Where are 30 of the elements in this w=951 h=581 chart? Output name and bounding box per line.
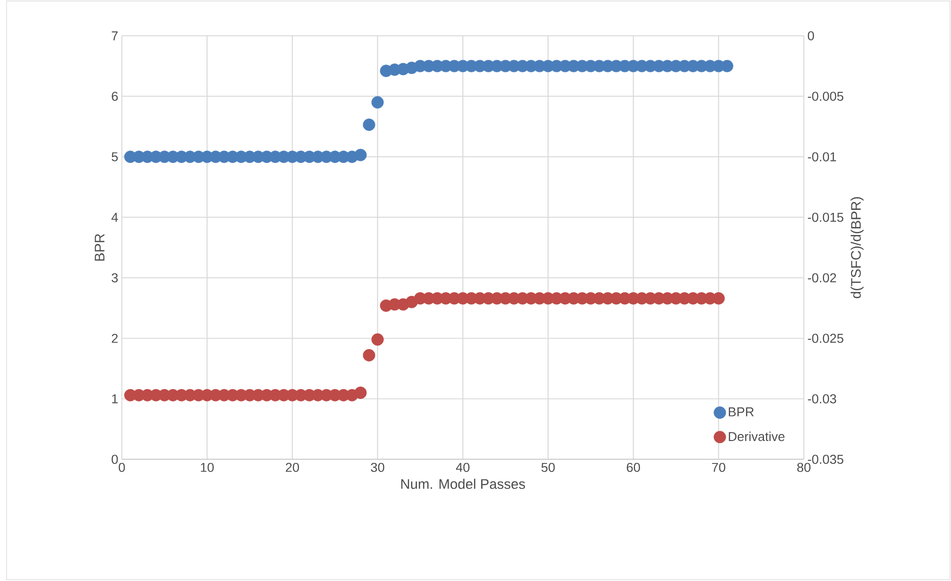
y-tick-label: 3 [112,273,118,283]
legend-label: Derivative [728,432,784,442]
x-axis-title: Num. Model Passes [401,478,525,490]
y2-tick-label: -0.03 [808,394,836,404]
x-tick-label: 60 [626,463,640,472]
y-tick-label: 7 [112,32,118,40]
x-tick-label: 0 [118,463,125,472]
y2-tick-label: -0.01 [808,152,836,162]
x-tick-label: 40 [456,463,470,472]
y2-axis-title: d(TSFC)/d(BPR) [850,197,864,298]
legend-label: BPR [728,408,754,416]
y2-tick-label: -0.02 [808,273,836,283]
y2-tick-label: -0.035 [808,454,844,464]
y2-tick-label: 0 [808,31,814,41]
y-tick-label: 5 [112,152,118,162]
y-tick-label: 1 [112,394,118,404]
y-tick-label: 4 [111,213,118,222]
x-tick-label: 50 [541,463,555,472]
y2-tick-label: -0.005 [808,92,844,102]
x-tick-label: 30 [370,463,384,472]
y-tick-label: 0 [112,454,118,464]
x-tick-label: 70 [712,463,726,472]
y2-tick-label: -0.025 [808,334,844,344]
x-tick-label: 20 [286,463,299,472]
x-tick-label: 80 [797,463,811,472]
y2-tick-label: -0.015 [808,212,844,222]
x-tick-label: 10 [200,463,214,472]
y-axis-title: BPR [94,234,104,261]
y-tick-label: 6 [112,92,118,102]
y-tick-label: 2 [112,334,118,343]
